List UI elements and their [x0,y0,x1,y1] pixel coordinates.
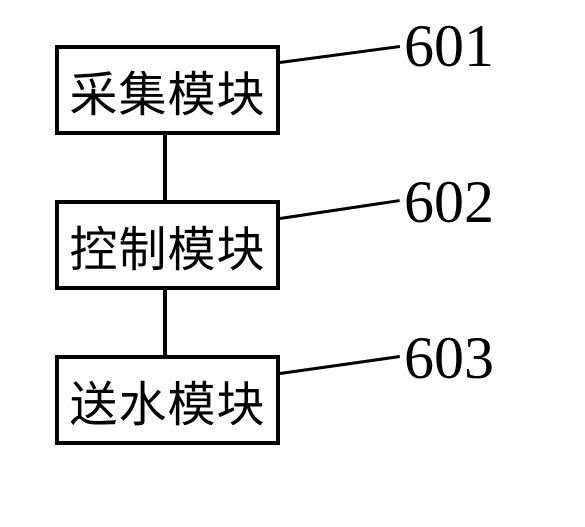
ref-label-601: 601 [404,12,494,81]
lead-line [280,45,400,64]
connector-n2-n3 [163,290,167,355]
lead-line [280,355,400,375]
flow-box-text: 控制模块 [69,210,265,280]
flow-box-n2: 控制模块 [55,200,280,290]
lead-line [280,199,400,220]
flow-box-n1: 采集模块 [55,45,280,135]
diagram-canvas: 采集模块 601 控制模块 602 送水模块 603 [0,0,585,527]
ref-label-602: 602 [404,168,494,237]
flow-box-text: 采集模块 [69,55,265,125]
ref-label-603: 603 [404,324,494,393]
connector-n1-n2 [163,135,167,200]
flow-box-text: 送水模块 [69,365,265,435]
flow-box-n3: 送水模块 [55,355,280,445]
